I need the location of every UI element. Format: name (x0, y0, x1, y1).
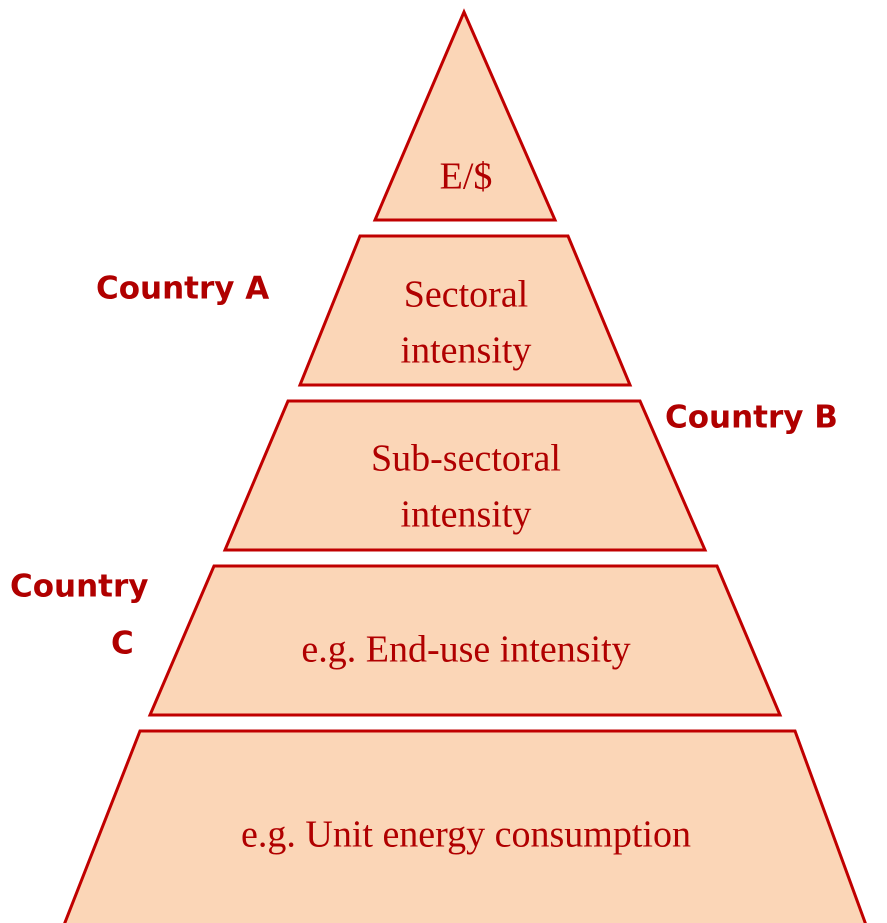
level-label: e.g. Unit energy consumption (241, 814, 691, 856)
level-shape (147, 564, 783, 717)
level-label: Sub-sectoral (371, 438, 561, 480)
level-shape (372, 8, 558, 222)
country-label: Country B (665, 400, 838, 436)
country-label: Country (10, 569, 149, 605)
level-shape (297, 234, 633, 387)
country-label: Country A (96, 271, 269, 307)
level-shape (63, 729, 867, 923)
country-label: C (111, 626, 134, 662)
level-label: Sectoral (404, 274, 529, 316)
level-label: E/$ (440, 156, 493, 198)
level-label: e.g. End-use intensity (301, 629, 630, 671)
level-label: intensity (401, 330, 532, 372)
level-label: intensity (401, 494, 532, 536)
level-shape (222, 399, 708, 552)
